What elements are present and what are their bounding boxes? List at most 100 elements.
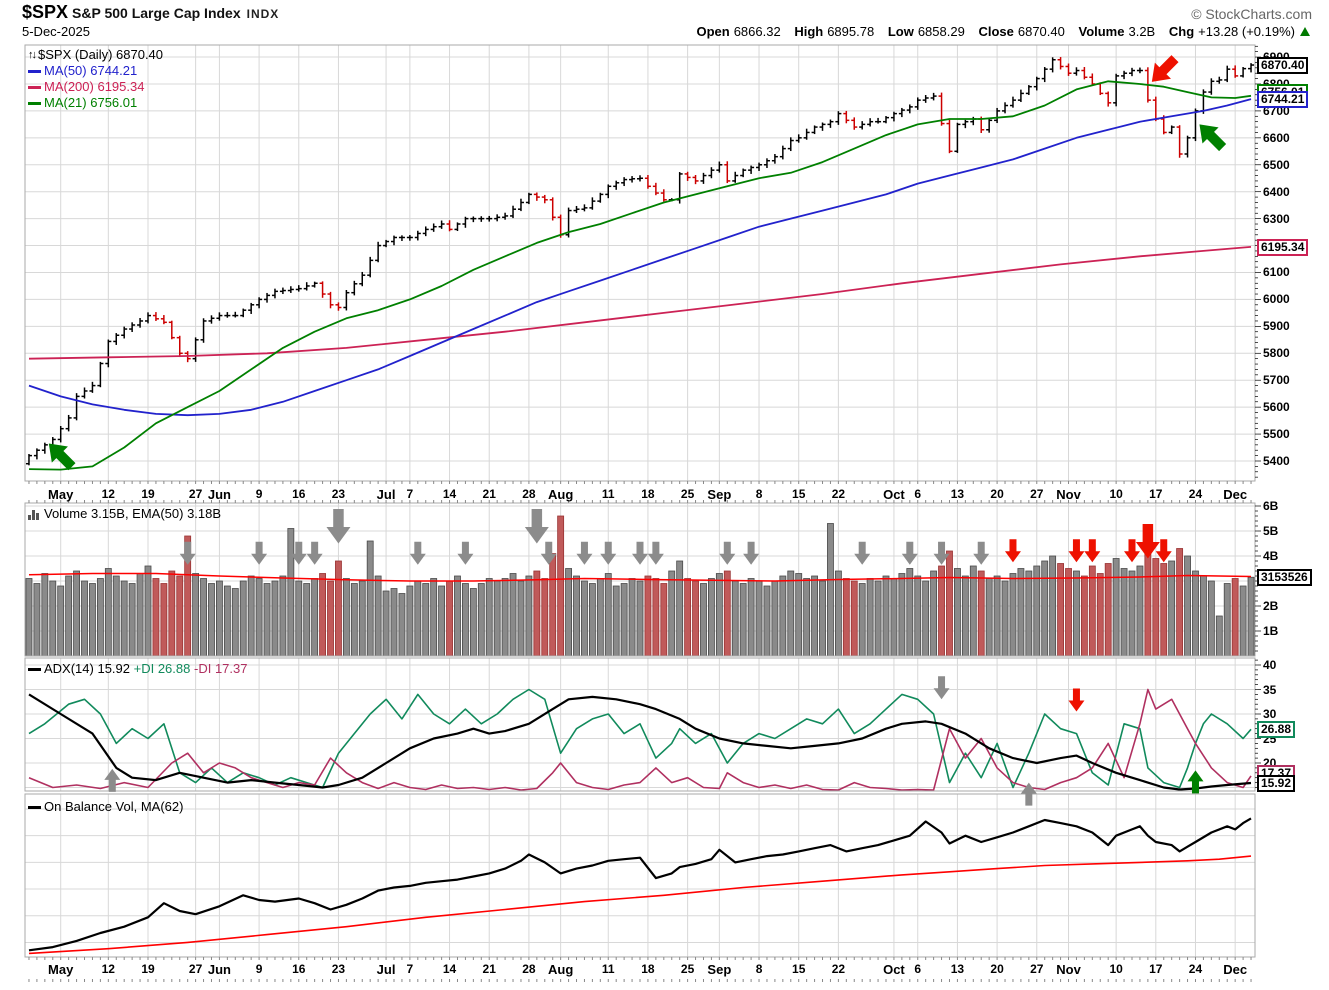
- high-value: 6895.78: [827, 24, 875, 39]
- di-plus-value-badge: 26.88: [1257, 721, 1296, 739]
- ma21-line: [28, 80, 1252, 471]
- adx-swatch: [28, 667, 41, 671]
- red-arrow-down: [1155, 539, 1172, 563]
- x-axis-label-8: 8: [755, 962, 763, 976]
- x-axis-label-17: 17: [1149, 962, 1163, 976]
- x-axis-label-21: 21: [482, 487, 496, 501]
- gray-arrow-down: [933, 541, 950, 565]
- x-axis-label-6: 6: [914, 962, 922, 976]
- gray-arrow-down: [576, 541, 593, 565]
- symbol: $SPX: [22, 2, 69, 22]
- gray-arrow-down: [719, 541, 736, 565]
- x-axis-label-28: 28: [522, 962, 536, 976]
- gray-arrow-down: [933, 676, 950, 700]
- x-axis-label-9: 9: [255, 487, 263, 501]
- green-arrow-nw: [1199, 124, 1227, 152]
- red-arrow-down: [1068, 688, 1085, 712]
- annotation-arrows: [48, 55, 1227, 806]
- x-axis-label-12: 12: [101, 962, 115, 976]
- price-axis-label: 6300: [1263, 211, 1290, 226]
- x-axis-label-19: 19: [141, 487, 155, 501]
- x-axis-label-Sep: Sep: [707, 962, 732, 977]
- price-axis-label: 5900: [1263, 319, 1290, 334]
- gray-arrow-down: [632, 541, 648, 565]
- x-axis-label-27: 27: [1030, 962, 1044, 976]
- x-axis-label-Dec: Dec: [1223, 487, 1248, 502]
- symbol-name: S&P 500 Large Cap Index: [72, 5, 241, 21]
- ma50-line: [28, 98, 1252, 417]
- x-axis-label-Jul: Jul: [376, 962, 396, 977]
- x-axis-label-13: 13: [950, 962, 965, 976]
- adx-legend-text: ADX(14) 15.92: [44, 661, 130, 676]
- volume-axis-label: 4B: [1263, 549, 1279, 563]
- gray-arrow-down: [647, 541, 664, 565]
- chart-header: $SPX S&P 500 Large Cap Index INDX © StockC…: [22, 2, 1312, 22]
- x-axis-label-15: 15: [792, 487, 806, 501]
- gray-arrow-down: [743, 541, 760, 565]
- red-arrow-down: [1068, 539, 1085, 563]
- x-axis-label-Jun: Jun: [207, 962, 231, 977]
- green-arrow-nw: [48, 443, 76, 471]
- chart-canvas: [24, 44, 1261, 982]
- di-minus-line: [28, 688, 1252, 791]
- price-axis-label: 6400: [1263, 184, 1290, 199]
- red-arrow-sw: [1151, 55, 1179, 82]
- x-axis-label-10: 10: [1109, 487, 1123, 501]
- obv-line: [28, 817, 1252, 952]
- x-axis-label-16: 16: [292, 487, 306, 501]
- price-legend: ↑↓ $SPX (Daily) 6870.40 MA(50) 6744.21 MA…: [28, 47, 163, 111]
- gray-arrow-down: [901, 541, 918, 565]
- volume-axis-label: 5B: [1263, 524, 1279, 538]
- open-label: Open: [696, 24, 730, 39]
- adx-line: [28, 693, 1252, 791]
- ma50-legend: MA(50) 6744.21: [44, 63, 138, 78]
- low-label: Low: [887, 24, 914, 39]
- last-price-badge: 6870.40: [1257, 57, 1309, 75]
- x-axis-label-22: 22: [831, 962, 846, 976]
- x-axis-label-21: 21: [482, 962, 496, 976]
- gray-arrow-down: [326, 509, 351, 544]
- gray-arrow-down: [600, 541, 617, 565]
- volume-ema-line: [28, 572, 1252, 582]
- x-axis-label-24: 24: [1188, 962, 1203, 976]
- x-axis-label-18: 18: [641, 487, 655, 501]
- ma200-legend: MA(200) 6195.34: [44, 79, 145, 94]
- x-axis-label-20: 20: [990, 962, 1004, 976]
- x-axis-label-Sep: Sep: [707, 487, 732, 502]
- volume-bars: [25, 515, 1255, 657]
- gray-arrow-down: [854, 541, 871, 565]
- volume-axis-label: 1B: [1263, 624, 1279, 638]
- x-axis-label-23: 23: [331, 487, 346, 501]
- change-up-icon: [1300, 27, 1310, 36]
- price-axis-label: 5500: [1263, 427, 1290, 442]
- volume-legend-text: Volume 3.15B, EMA(50) 3.18B: [44, 506, 222, 521]
- volume-value: 3.2B: [1128, 24, 1156, 39]
- price-axis-label: 6000: [1263, 292, 1290, 307]
- x-axis-label-May: May: [48, 962, 74, 977]
- price-axis-label: 5700: [1263, 373, 1290, 388]
- ma21-swatch: [28, 101, 41, 105]
- di-plus-legend: +DI 26.88: [133, 661, 191, 676]
- x-axis-label-25: 25: [680, 487, 695, 501]
- x-axis-label-14: 14: [442, 487, 457, 501]
- ma200-line: [28, 246, 1252, 360]
- x-axis-label-Oct: Oct: [883, 962, 905, 977]
- adx-axis-label: 40: [1263, 658, 1277, 672]
- x-axis-label-24: 24: [1188, 487, 1203, 501]
- gray-arrow-down: [409, 541, 426, 565]
- x-axis-label-7: 7: [406, 487, 414, 501]
- ma200-value-badge: 6195.34: [1257, 238, 1309, 256]
- x-axis-label-10: 10: [1109, 962, 1123, 976]
- exchange: INDX: [246, 7, 280, 21]
- ma50-swatch: [28, 69, 41, 73]
- red-arrow-down: [1124, 539, 1140, 563]
- stockcharts-logo: © StockCharts.com: [1191, 6, 1312, 22]
- x-axis-label-15: 15: [792, 962, 806, 976]
- adx-axis-label: 35: [1263, 682, 1277, 697]
- axis-ticks: [28, 45, 1261, 982]
- x-axis-label-Oct: Oct: [883, 487, 905, 502]
- ma200-swatch: [28, 85, 41, 89]
- obv-ma-line: [28, 855, 1252, 955]
- gray-arrow-down: [251, 541, 268, 565]
